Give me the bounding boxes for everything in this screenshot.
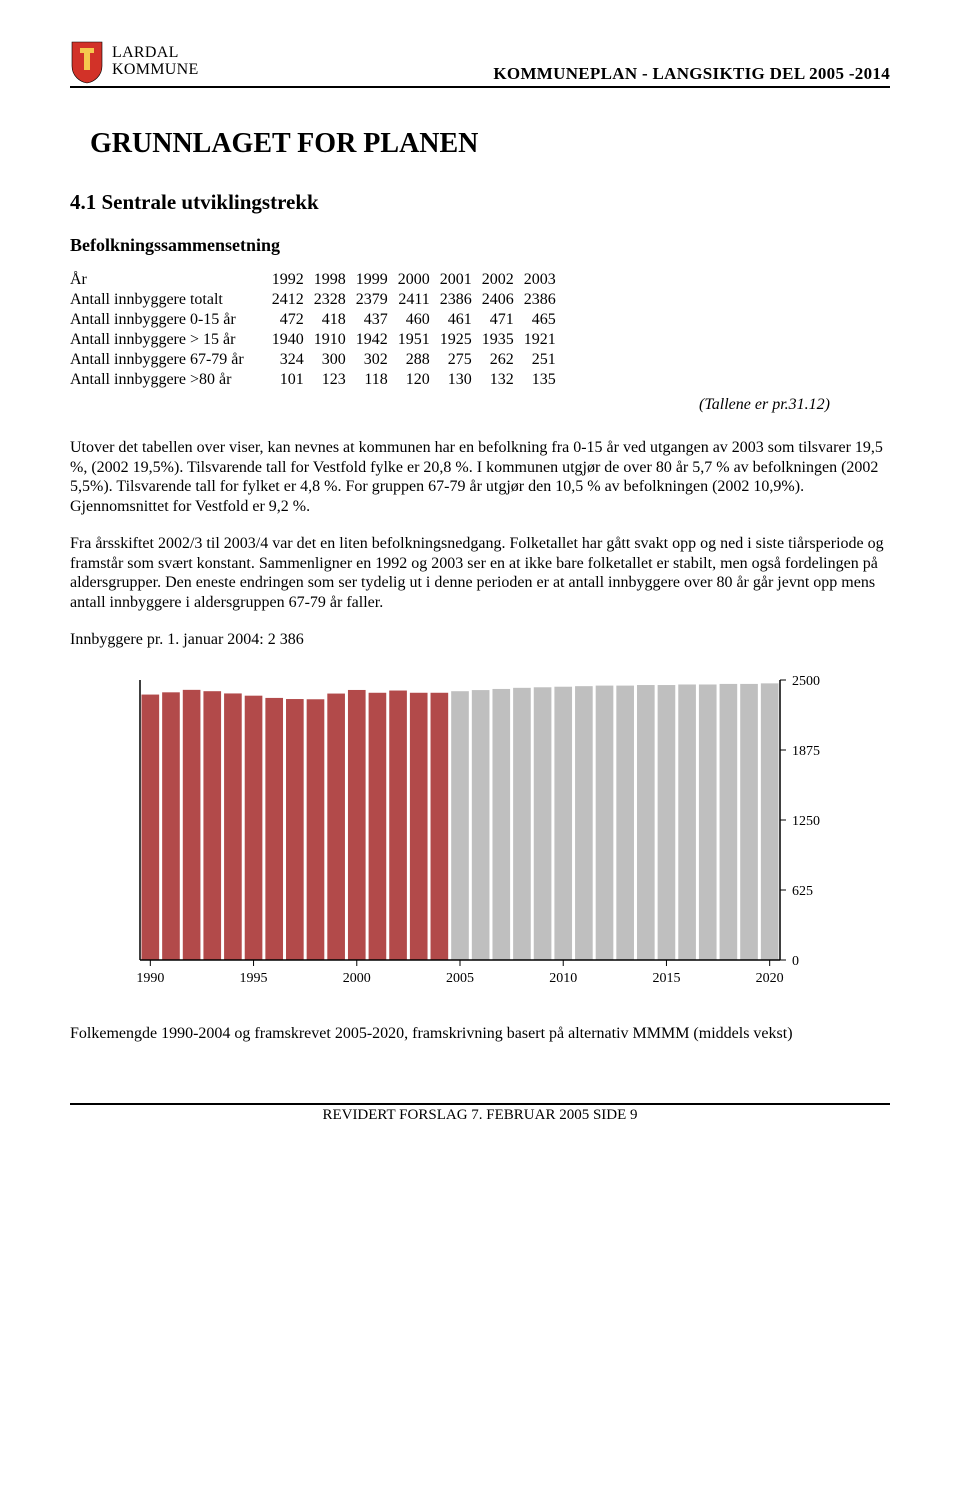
row-label: Antall innbyggere totalt [70, 290, 272, 310]
page-header: LARDAL KOMMUNE KOMMUNEPLAN - LANGSIKTIG … [70, 40, 890, 88]
row-value: 1935 [482, 330, 524, 350]
row-label: Antall innbyggere > 15 år [70, 330, 272, 350]
table-col-year: 2002 [482, 270, 524, 290]
svg-text:2015: 2015 [652, 971, 680, 986]
row-value: 471 [482, 310, 524, 330]
population-table: År1992199819992000200120022003 Antall in… [70, 270, 566, 390]
row-value: 2412 [272, 290, 314, 310]
page-title: GRUNNLAGET FOR PLANEN [90, 128, 890, 160]
row-value: 302 [356, 350, 398, 370]
table-col-year: 1999 [356, 270, 398, 290]
population-chart: 0 625 1250 1875 2500 1990 1995 2000 2005 2010 2015… [100, 670, 890, 1005]
svg-text:2005: 2005 [446, 971, 474, 986]
row-value: 461 [440, 310, 482, 330]
row-value: 437 [356, 310, 398, 330]
table-col-label: År [70, 270, 272, 290]
table-col-year: 1992 [272, 270, 314, 290]
row-value: 1951 [398, 330, 440, 350]
row-label: Antall innbyggere 67-79 år [70, 350, 272, 370]
row-value: 2379 [356, 290, 398, 310]
table-col-year: 2001 [440, 270, 482, 290]
row-value: 135 [524, 370, 566, 390]
row-label: Antall innbyggere 0-15 år [70, 310, 272, 330]
row-value: 118 [356, 370, 398, 390]
row-value: 1921 [524, 330, 566, 350]
svg-text:2000: 2000 [343, 971, 371, 986]
doc-title: KOMMUNEPLAN - LANGSIKTIG DEL 2005 -2014 [493, 64, 890, 84]
svg-text:1990: 1990 [136, 971, 164, 986]
row-label: Antall innbyggere >80 år [70, 370, 272, 390]
row-value: 2406 [482, 290, 524, 310]
header-left: LARDAL KOMMUNE [70, 40, 199, 84]
svg-text:2020: 2020 [756, 971, 784, 986]
table-row: Antall innbyggere 0-15 år472418437460461… [70, 310, 566, 330]
row-value: 132 [482, 370, 524, 390]
row-value: 2328 [314, 290, 356, 310]
chart-caption: Folkemengde 1990-2004 og framskrevet 200… [70, 1025, 890, 1043]
subsection-heading: Befolkningssammensetning [70, 235, 890, 256]
table-col-year: 2003 [524, 270, 566, 290]
body-paragraph-1: Utover det tabellen over viser, kan nevn… [70, 438, 890, 516]
svg-text:625: 625 [792, 884, 813, 899]
row-value: 300 [314, 350, 356, 370]
svg-text:2500: 2500 [792, 674, 820, 689]
row-value: 1942 [356, 330, 398, 350]
row-value: 465 [524, 310, 566, 330]
row-value: 101 [272, 370, 314, 390]
row-value: 251 [524, 350, 566, 370]
table-row: Antall innbyggere > 15 år194019101942195… [70, 330, 566, 350]
row-value: 120 [398, 370, 440, 390]
row-value: 1925 [440, 330, 482, 350]
row-value: 324 [272, 350, 314, 370]
table-row: Antall innbyggere >80 år1011231181201301… [70, 370, 566, 390]
row-value: 262 [482, 350, 524, 370]
table-col-year: 2000 [398, 270, 440, 290]
svg-text:1250: 1250 [792, 814, 820, 829]
row-value: 1940 [272, 330, 314, 350]
row-value: 2411 [398, 290, 440, 310]
section-heading: 4.1 Sentrale utviklingstrekk [70, 190, 890, 215]
table-note: (Tallene er pr.31.12) [70, 396, 830, 414]
body-paragraph-3: Innbyggere pr. 1. januar 2004: 2 386 [70, 630, 890, 650]
shield-icon [70, 40, 104, 84]
table-row: Antall innbyggere totalt2412232823792411… [70, 290, 566, 310]
org-line2: KOMMUNE [112, 62, 199, 79]
svg-text:2010: 2010 [549, 971, 577, 986]
row-value: 123 [314, 370, 356, 390]
org-line1: LARDAL [112, 45, 199, 62]
page-footer: REVIDERT FORSLAG 7. FEBRUAR 2005 SIDE 9 [70, 1103, 890, 1124]
row-value: 130 [440, 370, 482, 390]
row-value: 418 [314, 310, 356, 330]
row-value: 2386 [440, 290, 482, 310]
table-row: Antall innbyggere 67-79 år32430030228827… [70, 350, 566, 370]
body-paragraph-2: Fra årsskiftet 2002/3 til 2003/4 var det… [70, 534, 890, 612]
svg-text:1995: 1995 [240, 971, 268, 986]
row-value: 288 [398, 350, 440, 370]
org-name: LARDAL KOMMUNE [112, 45, 199, 79]
row-value: 460 [398, 310, 440, 330]
row-value: 1910 [314, 330, 356, 350]
table-col-year: 1998 [314, 270, 356, 290]
row-value: 275 [440, 350, 482, 370]
row-value: 2386 [524, 290, 566, 310]
svg-text:1875: 1875 [792, 744, 820, 759]
row-value: 472 [272, 310, 314, 330]
svg-text:0: 0 [792, 954, 799, 969]
